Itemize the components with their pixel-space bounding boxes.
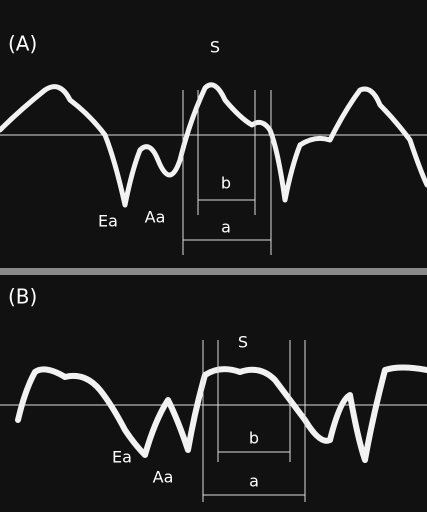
panel-b: (B) S Ea Aa b a	[0, 275, 427, 512]
panel-a: (A) S Ea Aa b a	[0, 0, 427, 268]
a-label: a	[221, 218, 231, 237]
panel-background	[0, 275, 427, 512]
b-label: b	[221, 174, 231, 193]
a-label: a	[249, 472, 259, 491]
b-label: b	[249, 429, 259, 448]
ea-label: Ea	[112, 448, 132, 467]
aa-label: Aa	[145, 208, 166, 227]
panel-label: (A)	[8, 32, 37, 56]
s-label: S	[238, 333, 248, 352]
figure: (A) S Ea Aa b a (B) S Ea Aa b a	[0, 0, 427, 512]
separator	[0, 268, 427, 275]
s-label: S	[210, 38, 220, 57]
aa-label: Aa	[153, 468, 174, 487]
ea-label: Ea	[98, 212, 118, 231]
panel-label: (B)	[8, 285, 37, 309]
